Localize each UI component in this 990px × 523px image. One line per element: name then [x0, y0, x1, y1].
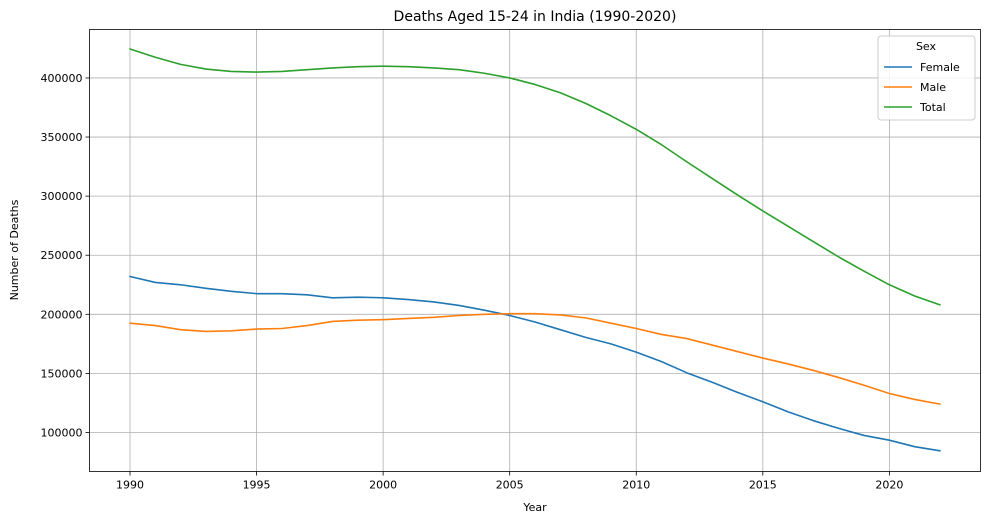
legend: Sex Female Male Total [877, 35, 976, 121]
y-tick-label: 300000 [41, 190, 83, 203]
grid [89, 29, 981, 472]
y-axis-title: Number of Deaths [8, 199, 21, 300]
series-line-total [129, 48, 941, 306]
series-line-male [129, 312, 941, 405]
y-tick-label: 200000 [41, 308, 83, 321]
legend-label-female: Female [920, 61, 960, 74]
legend-entries: Female Male Total [884, 61, 960, 114]
legend-label-male: Male [920, 81, 946, 94]
legend-label-total: Total [919, 101, 946, 114]
plot-area-frame [89, 29, 981, 472]
series-line-female [129, 275, 941, 452]
x-tick-label: 1995 [243, 479, 271, 492]
x-tick-label: 2020 [875, 479, 903, 492]
y-tick-label: 100000 [41, 427, 83, 440]
y-tick-label: 350000 [41, 131, 83, 144]
legend-box [877, 35, 976, 121]
y-tick-label: 400000 [41, 72, 83, 85]
y-axis-ticks: 100000 150000 200000 250000 300000 350000 4000… [41, 72, 90, 440]
x-tick-label: 2015 [749, 479, 777, 492]
y-tick-label: 150000 [41, 367, 83, 380]
legend-title: Sex [916, 40, 937, 53]
x-tick-label: 2000 [369, 479, 397, 492]
series-lines [129, 48, 941, 452]
chart-title: Deaths Aged 15-24 in India (1990-2020) [394, 9, 677, 25]
x-tick-label: 1990 [116, 479, 144, 492]
y-tick-label: 250000 [41, 249, 83, 262]
x-axis-ticks: 1990 1995 2000 2005 2010 2015 2020 [116, 471, 903, 492]
x-tick-label: 2005 [496, 479, 524, 492]
x-tick-label: 2010 [622, 479, 650, 492]
x-axis-title: Year [522, 501, 547, 514]
